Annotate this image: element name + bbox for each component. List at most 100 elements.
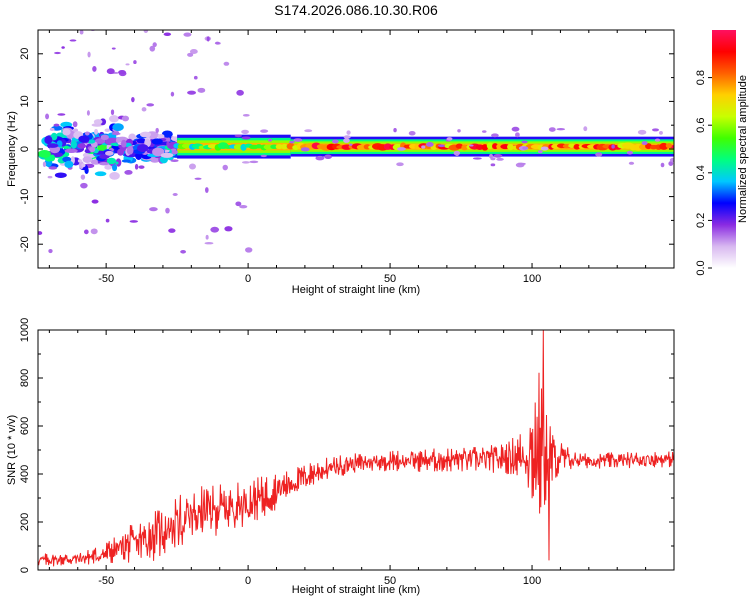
noise-blob — [137, 144, 149, 153]
colorbar-tick-label: 0.8 — [695, 70, 707, 85]
x-tick-label: -50 — [98, 273, 114, 285]
speckle — [143, 30, 149, 33]
noise-blob — [44, 135, 53, 145]
speckle — [496, 157, 504, 161]
ridge-blob — [281, 143, 288, 150]
noise-blob — [72, 128, 79, 133]
y-tick-label: 600 — [19, 417, 31, 435]
speckle — [393, 127, 397, 133]
snr-x-label: Height of straight line (km) — [292, 584, 420, 596]
speckle — [349, 143, 353, 146]
noise-blob — [46, 143, 59, 148]
y-tick-label: -10 — [19, 189, 31, 205]
noise-blob — [126, 145, 134, 155]
noise-blob — [93, 119, 103, 125]
speckle — [129, 220, 139, 223]
noise-blob — [104, 128, 111, 132]
noise-blob — [112, 123, 124, 131]
noise-blob — [82, 156, 93, 164]
speckle — [170, 159, 179, 163]
speckle — [521, 140, 528, 144]
ridge-blob — [275, 144, 284, 150]
speckle — [183, 32, 192, 37]
speckle — [168, 228, 176, 233]
speckle — [83, 229, 89, 235]
speckle — [241, 129, 249, 135]
speckle — [611, 144, 615, 149]
colorbar-gradient — [712, 30, 736, 268]
noise-blob — [94, 171, 107, 177]
ridge-blob — [461, 144, 468, 151]
speckle — [343, 138, 350, 143]
noise-blob — [151, 138, 163, 145]
speckle — [100, 134, 109, 141]
speckle — [86, 110, 90, 116]
speckle — [170, 91, 175, 97]
noise-blob — [121, 139, 127, 148]
speckle — [222, 164, 228, 171]
ridge-blob — [455, 143, 463, 149]
speckle — [540, 146, 549, 151]
noise-blob — [105, 150, 114, 156]
speckle — [133, 60, 137, 65]
spectrogram-y-axis: -20 -10 0 10 20 — [19, 29, 674, 269]
y-tick-label: 400 — [19, 465, 31, 483]
speckle — [63, 27, 67, 29]
noise-blob — [89, 146, 96, 153]
noise-blob — [104, 164, 112, 170]
speckle — [421, 145, 426, 149]
speckle — [187, 52, 194, 57]
ridge-blob — [650, 145, 658, 150]
noise-blob — [81, 163, 86, 168]
ridge-blob — [475, 144, 484, 150]
speckle — [426, 141, 434, 147]
speckle — [92, 66, 97, 72]
colorbar-tick-label: 0.4 — [695, 165, 707, 180]
ridge-blob — [507, 143, 514, 151]
speckle — [628, 161, 635, 165]
speckle — [84, 131, 90, 136]
speckle — [469, 144, 474, 147]
noise-blob — [60, 121, 73, 128]
y-tick-label: 1000 — [19, 318, 31, 342]
noise-blob — [112, 164, 118, 172]
speckle — [491, 133, 499, 138]
speckle — [626, 150, 634, 155]
y-tick-label: 10 — [19, 95, 31, 107]
speckle — [106, 68, 115, 75]
noise-blob — [161, 130, 173, 138]
spectrogram-panel: -50 0 50 100 -20 -10 0 10 20 Height of straight… — [6, 27, 675, 296]
speckle — [188, 163, 196, 170]
speckle — [236, 89, 244, 96]
noise-blob — [70, 139, 77, 149]
speckle — [53, 123, 60, 127]
speckle — [245, 247, 253, 253]
snr-x-axis: -50 0 50 100 — [48, 330, 675, 587]
speckle — [260, 129, 269, 133]
y-tick-label: -20 — [19, 236, 31, 252]
speckle — [637, 129, 647, 135]
noise-blob — [38, 149, 51, 158]
x-tick-label: 0 — [245, 575, 251, 587]
noise-blob — [136, 138, 147, 144]
x-tick-label: 100 — [523, 273, 541, 285]
noise-blob — [98, 161, 110, 166]
speckle — [149, 45, 156, 52]
ridge-blob — [573, 144, 581, 150]
speckle — [79, 30, 84, 35]
speckle — [515, 132, 520, 138]
speckle — [149, 207, 158, 212]
snr-series-line — [38, 330, 674, 567]
ridge-blob — [665, 143, 673, 149]
noise-blob — [152, 147, 165, 157]
noise-blob — [117, 148, 125, 156]
speckle — [205, 187, 209, 193]
speckle — [163, 32, 172, 36]
noise-blob — [160, 152, 174, 158]
speckle — [91, 199, 99, 204]
ridge-blob — [486, 142, 494, 150]
speckle — [668, 161, 674, 167]
speckle — [193, 75, 198, 80]
colorbar-label: Normalized spectral amplitude — [737, 75, 749, 223]
speckle — [481, 130, 487, 133]
